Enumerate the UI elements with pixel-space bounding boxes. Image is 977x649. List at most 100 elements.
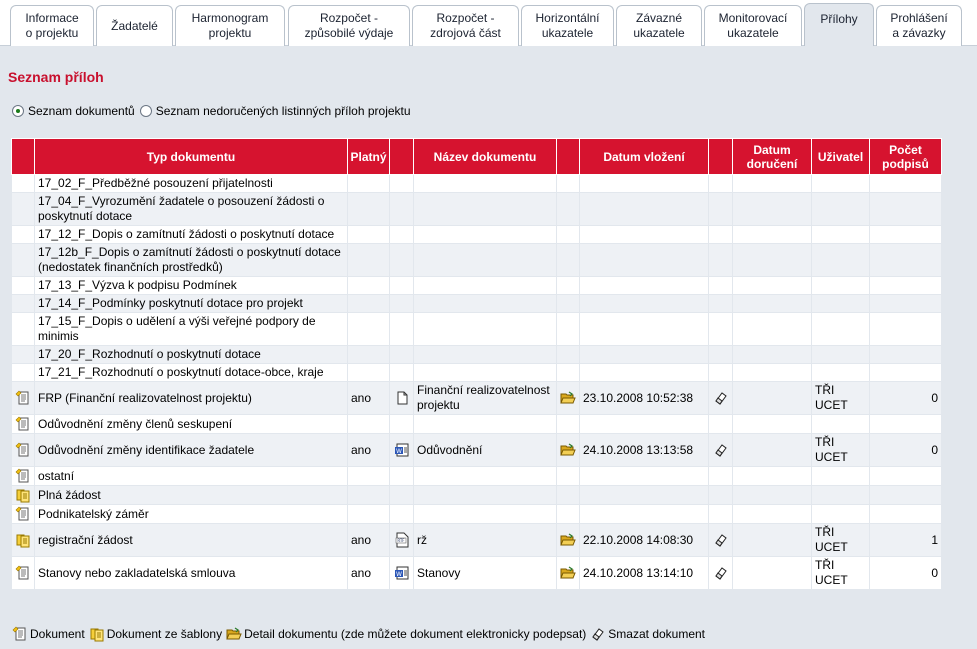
header-platny: Platný — [347, 138, 390, 175]
row-detail-cell — [556, 414, 580, 434]
row-signatures-cell — [869, 466, 942, 486]
tab-prilohy[interactable]: Přílohy — [804, 3, 874, 47]
table-row: Odůvodnění změny identifikace žadatele an… — [11, 433, 942, 467]
row-valid-cell — [347, 276, 390, 295]
row-signatures-cell: 0 — [869, 433, 942, 467]
row-detail-cell — [556, 523, 580, 557]
document-type: 17_13_F_Výzva k podpisu Podmínek — [38, 278, 237, 292]
document-link[interactable]: rž — [417, 532, 427, 547]
signature-count: 0 — [931, 565, 938, 580]
row-type-icon-cell — [11, 192, 35, 226]
row-type-cell: 17_15_F_Dopis o udělení a výši veřejné p… — [34, 312, 348, 346]
table-row: ostatní — [11, 466, 942, 486]
user-name: TŘI UCET — [815, 383, 848, 412]
table-row: 17_12_F_Dopis o zamítnutí žádosti o posk… — [11, 225, 942, 244]
row-file-icon-cell — [389, 345, 414, 364]
valid-value: ano — [351, 442, 372, 457]
row-user-cell — [811, 363, 870, 382]
user-name: TŘI UCET — [815, 525, 848, 554]
row-detail-cell — [556, 466, 580, 486]
folder-open-icon[interactable] — [560, 565, 576, 581]
document-type: registrační žádost — [38, 532, 133, 547]
row-name-cell — [413, 345, 557, 364]
tab-rozpocet-zdrojova-cast[interactable]: Rozpočet - zdrojová část — [412, 5, 519, 46]
row-user-cell — [811, 312, 870, 346]
document-type: FRP (Finanční realizovatelnost projektu) — [38, 390, 252, 405]
row-inserted-cell — [579, 414, 709, 434]
row-delete-cell — [708, 485, 733, 505]
radio-nedorucene-prilohy[interactable] — [139, 105, 152, 117]
signature-count: 0 — [931, 442, 938, 457]
user-name: TŘI UCET — [815, 435, 848, 464]
row-type-icon-cell — [11, 276, 35, 295]
tab-zadatele[interactable]: Žadatelé — [96, 5, 173, 46]
row-valid-cell — [347, 504, 390, 524]
document-type: Odůvodnění změny členů seskupení — [38, 416, 233, 431]
row-inserted-cell — [579, 466, 709, 486]
row-file-icon-cell — [389, 363, 414, 382]
document-type: 17_02_F_Předběžné posouzení přijatelnost… — [38, 176, 273, 190]
tab-monitorovaci-ukazatele[interactable]: Monitorovací ukazatele — [704, 5, 802, 46]
radio-nedorucene-prilohy-label[interactable]: Seznam nedoručených listinných příloh pr… — [155, 104, 411, 118]
document-link[interactable]: Finanční realizovatelnost projektu — [417, 383, 550, 412]
eraser-icon[interactable] — [713, 532, 729, 548]
word-file-icon[interactable]: W — [394, 442, 410, 458]
table-header-row: Typ dokumentu Platný Název dokumentu Dat… — [11, 138, 942, 175]
tab-harmonogram-projektu[interactable]: Harmonogram projektu — [175, 5, 285, 46]
document-type: Stanovy nebo zakladatelská smlouva — [38, 565, 236, 580]
file-icon[interactable] — [394, 390, 410, 406]
folder-open-icon[interactable] — [560, 532, 576, 548]
document-type: 17_21_F_Rozhodnutí o poskytnutí dotace-o… — [38, 365, 324, 379]
row-user-cell: TŘI UCET — [811, 433, 870, 467]
row-inserted-cell — [579, 174, 709, 193]
table-row: 17_21_F_Rozhodnutí o poskytnutí dotace-o… — [11, 363, 942, 382]
header-datum-vlozeni: Datum vložení — [579, 138, 709, 175]
eraser-icon[interactable] — [713, 442, 729, 458]
rtf-file-icon[interactable]: RTF — [394, 532, 410, 548]
tab-informace-o-projektu[interactable]: Informace o projektu — [10, 5, 94, 46]
tab-prohlaseni-a-zavazky[interactable]: Prohlášení a závazky — [876, 5, 962, 46]
word-file-icon[interactable]: W — [394, 565, 410, 581]
row-delete-cell — [708, 556, 733, 590]
row-inserted-cell — [579, 276, 709, 295]
row-delete-cell — [708, 433, 733, 467]
row-type-cell: 17_04_F_Vyrozumění žadatele o posouzení … — [34, 192, 348, 226]
svg-text:W: W — [396, 571, 402, 578]
row-detail-cell — [556, 192, 580, 226]
row-file-icon-cell: RTF — [389, 523, 414, 557]
row-valid-cell — [347, 345, 390, 364]
row-type-cell: Odůvodnění změny členů seskupení — [34, 414, 348, 434]
folder-open-icon[interactable] — [560, 390, 576, 406]
radio-seznam-dokumentu-label[interactable]: Seznam dokumentů — [28, 104, 135, 118]
row-user-cell — [811, 466, 870, 486]
table-row: 17_20_F_Rozhodnutí o poskytnutí dotace — [11, 345, 942, 364]
valid-value: ano — [351, 532, 372, 547]
tab-zavazne-ukazatele[interactable]: Závazné ukazatele — [616, 5, 702, 46]
row-type-icon-cell — [11, 414, 35, 434]
row-delivered-cell — [732, 345, 812, 364]
row-detail-cell — [556, 243, 580, 277]
folder-open-icon[interactable] — [560, 442, 576, 458]
row-type-cell: 17_12b_F_Dopis o zamítnutí žádosti o pos… — [34, 243, 348, 277]
header-detail — [556, 138, 580, 175]
row-file-icon-cell: W — [389, 433, 414, 467]
row-valid-cell: ano — [347, 433, 390, 467]
radio-seznam-dokumentu[interactable] — [12, 105, 24, 117]
row-user-cell — [811, 174, 870, 193]
eraser-icon[interactable] — [713, 390, 729, 406]
document-link[interactable]: Odůvodnění — [417, 442, 483, 457]
table-body: 17_02_F_Předběžné posouzení přijatelnost… — [11, 174, 942, 590]
document-type: Plná žádost — [38, 487, 101, 502]
legend-label: Detail dokumentu (zde můžete dokument el… — [244, 627, 587, 641]
document-link[interactable]: Stanovy — [417, 565, 461, 580]
eraser-icon[interactable] — [713, 565, 729, 581]
row-detail-cell — [556, 276, 580, 295]
row-signatures-cell — [869, 225, 942, 244]
tab-horizontalni-ukazatele[interactable]: Horizontální ukazatele — [521, 5, 614, 46]
row-type-cell: Odůvodnění změny identifikace žadatele — [34, 433, 348, 467]
tab-rozpocet-zpusobile-vydaje[interactable]: Rozpočet - způsobilé výdaje — [288, 5, 410, 46]
table-row: 17_13_F_Výzva k podpisu Podmínek — [11, 276, 942, 295]
row-file-icon-cell — [389, 466, 414, 486]
row-type-cell: 17_20_F_Rozhodnutí o poskytnutí dotace — [34, 345, 348, 364]
row-type-icon-cell — [11, 294, 35, 313]
